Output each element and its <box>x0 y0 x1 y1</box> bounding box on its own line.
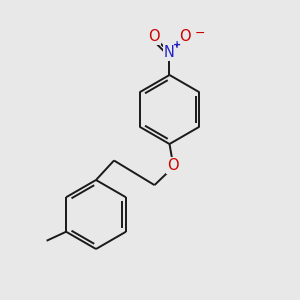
Text: O: O <box>167 158 178 173</box>
Text: O: O <box>148 29 159 44</box>
Text: O: O <box>180 29 191 44</box>
Text: +: + <box>173 40 181 50</box>
Text: −: − <box>195 26 205 40</box>
Text: N: N <box>164 45 175 60</box>
